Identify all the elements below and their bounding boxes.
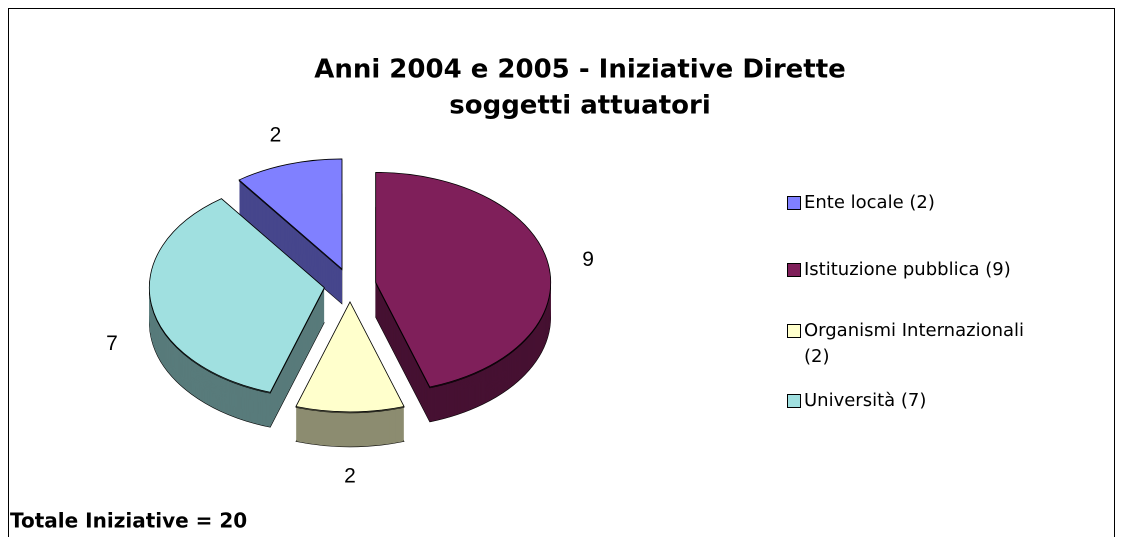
- legend-item: Organismi Internazionali (2): [787, 318, 1042, 370]
- legend-item: Ente locale (2): [787, 190, 1042, 216]
- legend-swatch: [787, 196, 801, 210]
- data-label: 2: [270, 123, 282, 146]
- chart-frame: [8, 8, 1115, 537]
- legend-item: Istituzione pubblica (9): [787, 257, 1042, 283]
- legend-swatch: [787, 394, 801, 408]
- slice: [238, 158, 343, 270]
- legend-label: Istituzione pubblica (9): [804, 259, 1011, 280]
- slice: [375, 171, 552, 388]
- legend-label: Organismi Internazionali (2): [804, 320, 1025, 367]
- legend-item: Università (7): [787, 388, 1042, 414]
- legend-label: Ente locale (2): [804, 192, 935, 213]
- chart-title: soggetti attuatori: [449, 91, 711, 121]
- slice: [148, 198, 325, 393]
- data-label: 7: [106, 332, 118, 355]
- legend-label: Università (7): [804, 390, 927, 411]
- legend-swatch: [787, 324, 801, 338]
- data-label: 2: [344, 464, 356, 487]
- chart-title: Anni 2004 e 2005 - Iniziative Dirette: [314, 55, 846, 85]
- annotation: Totale Iniziative = 20: [10, 509, 247, 533]
- legend-swatch: [787, 263, 801, 277]
- slice: [295, 301, 405, 413]
- data-label: 9: [582, 248, 594, 271]
